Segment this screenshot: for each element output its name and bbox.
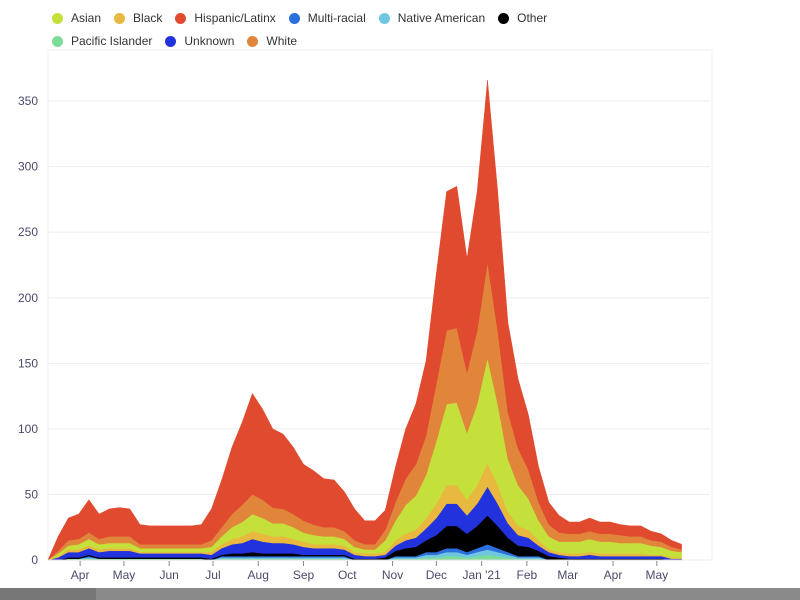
y-tick-label: 350 [18,94,38,108]
legend-item-unknown[interactable]: Unknown [165,31,234,52]
legend-dot-icon [378,13,390,24]
x-tick-label: Apr [604,568,623,582]
area-white [47,262,682,561]
legend-item-other[interactable]: Other [498,8,547,29]
x-tick-label: May [113,568,136,582]
legend-label: Unknown [184,34,235,48]
y-tick-label: 50 [25,487,39,501]
legend-label: Hispanic/Latinx [194,11,276,25]
legend-label: White [266,34,298,48]
x-tick-label: May [645,568,668,582]
y-tick-label: 300 [18,160,38,174]
legend-item-white[interactable]: White [247,31,297,52]
y-tick-label: 150 [18,356,38,370]
legend-label: Multi-racial [307,11,366,25]
y-tick-label: 100 [18,422,38,436]
y-tick-label: 0 [31,553,38,567]
x-tick-label: Apr [71,568,90,582]
bottom-taskbar-strip [0,588,800,600]
legend-item-black[interactable]: Black [114,8,162,29]
plot-border [47,49,713,561]
x-tick-label: Oct [338,568,357,582]
legend-dot-icon [498,13,510,24]
y-tick-label: 250 [18,225,38,239]
legend-label: Other [517,11,548,25]
legend-dot-icon [165,36,177,47]
legend-item-multi-racial[interactable]: Multi-racial [288,8,366,29]
legend-item-asian[interactable]: Asian [52,8,101,29]
legend-dot-icon [175,13,187,24]
x-axis: Apr May Jun Jul Aug Sep Oct Nov Dec Jan '21 Feb Mar… [48,559,682,582]
area-hispanic-latinx [47,80,682,561]
legend-dot-icon [247,36,259,47]
legend-label: Pacific Islander [71,34,153,48]
legend-label: Asian [71,11,102,25]
legend-dot-icon [52,36,63,47]
x-tick-label: Mar [557,568,578,582]
gridlines [47,49,713,561]
legend-item-hispanic-latinx[interactable]: Hispanic/Latinx [175,8,276,29]
legend-label: Black [133,11,163,25]
series-areas [47,80,682,561]
legend-dot-icon [288,13,300,24]
x-tick-label: Jun [160,568,179,582]
x-tick-label: Nov [382,568,403,582]
x-tick-label: Aug [248,568,269,582]
x-tick-label: Dec [426,568,447,582]
x-tick-label: Jul [205,568,220,582]
legend-dot-icon [52,13,63,24]
legend-item-native-american[interactable]: Native American [378,8,486,29]
chart-legend: Asian Black Hispanic/Latinx Multi-racial Nat… [52,8,672,54]
x-tick-label: Jan '21 [462,568,501,582]
legend-item-pacific-islander[interactable]: Pacific Islander [52,31,152,52]
y-tick-label: 200 [18,291,38,305]
y-axis: 0 50 100 150 200 250 300 350 [18,94,38,567]
x-tick-label: Feb [517,568,538,582]
legend-label: Native American [397,11,486,25]
x-tick-label: Sep [293,568,315,582]
legend-dot-icon [114,13,126,24]
